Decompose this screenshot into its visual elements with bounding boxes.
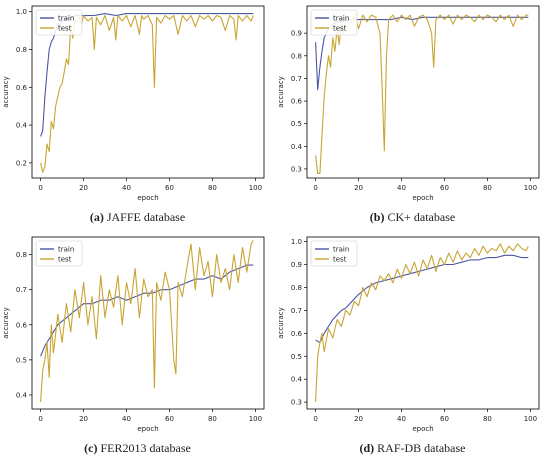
y-tick-label: 0.7 — [291, 75, 302, 83]
y-tick-label: 0.2 — [16, 159, 27, 167]
y-tick-label: 0.8 — [16, 46, 27, 54]
y-tick-label: 0.9 — [291, 30, 302, 38]
y-tick-label: 0.3 — [291, 165, 302, 173]
series-line-train — [40, 264, 254, 357]
legend-label-test: test — [333, 256, 347, 264]
y-tick-label: 0.6 — [291, 98, 303, 106]
x-tick-label: 40 — [122, 415, 131, 423]
chart-jaffe: 0 20 40 60 80 100 0.2 0.4 0.6 0.8 1.0 epoch accuracy… — [2, 5, 265, 202]
y-tick-label: 0.4 — [16, 391, 28, 399]
y-tick-label: 0.8 — [291, 284, 302, 292]
y-axis-label: accuracy — [277, 76, 285, 108]
chart-caption: (a) JAFFE database — [0, 210, 275, 225]
y-tick-label: 0.4 — [291, 376, 303, 384]
caption-label: (c) — [84, 441, 98, 455]
chart-ckplus: 0 20 40 60 80 100 0.3 0.4 0.5 0.6 0.7 0.8 0.9 epoch ac… — [277, 5, 540, 202]
series-line-train — [315, 254, 529, 344]
chart-panel-rafdb: 0 20 40 60 80 100 0.3 0.4 0.5 0.6 0.7 0.8 0.9 1.0 epoc… — [275, 231, 550, 461]
series-line-test — [40, 14, 254, 173]
x-tick-label: 20 — [79, 415, 88, 423]
caption-text: JAFFE database — [106, 210, 186, 224]
chart-caption: (d) RAF-DB database — [275, 441, 550, 456]
series-line-test — [315, 243, 529, 403]
x-tick-label: 20 — [354, 415, 363, 423]
y-tick-label: 1.0 — [16, 8, 27, 16]
x-tick-label: 100 — [249, 184, 262, 192]
chart-rafdb: 0 20 40 60 80 100 0.3 0.4 0.5 0.6 0.7 0.8 0.9 1.0 epoc… — [277, 236, 540, 433]
x-axis-label: epoch — [412, 194, 433, 202]
x-tick-label: 80 — [483, 184, 492, 192]
y-axis-label: accuracy — [277, 307, 285, 339]
caption-label: (a) — [89, 210, 104, 224]
legend-label-train: train — [58, 15, 74, 23]
x-tick-label: 80 — [208, 184, 217, 192]
legend-label-test: test — [58, 25, 72, 33]
y-tick-label: 0.6 — [16, 84, 28, 92]
y-tick-label: 0.9 — [291, 261, 302, 269]
chart-caption: (b) CK+ database — [275, 210, 550, 225]
caption-text: FER2013 database — [100, 441, 191, 455]
plot-frame — [306, 5, 540, 179]
chart-panel-ckplus: 0 20 40 60 80 100 0.3 0.4 0.5 0.6 0.7 0.8 0.9 epoch ac… — [275, 0, 550, 230]
legend-box — [35, 9, 83, 36]
legend-label-train: train — [333, 246, 349, 254]
x-tick-label: 60 — [165, 415, 174, 423]
y-tick-label: 0.7 — [16, 286, 27, 294]
y-tick-label: 0.5 — [16, 356, 27, 364]
y-tick-label: 0.6 — [291, 330, 303, 338]
chart-panel-fer2013: 0 20 40 60 80 100 0.4 0.5 0.6 0.7 0.8 epoch accuracy… — [0, 231, 275, 461]
x-tick-label: 40 — [122, 184, 131, 192]
y-tick-label: 0.8 — [291, 52, 302, 60]
y-tick-label: 0.5 — [291, 120, 302, 128]
x-tick-label: 0 — [38, 184, 42, 192]
legend-label-train: train — [333, 15, 349, 23]
chart-panel-jaffe: 0 20 40 60 80 100 0.2 0.4 0.6 0.8 1.0 epoch accuracy… — [0, 0, 275, 230]
legend-label-train: train — [58, 246, 74, 254]
y-tick-label: 0.4 — [16, 122, 28, 130]
chart-caption: (c) FER2013 database — [0, 441, 275, 456]
caption-text: CK+ database — [387, 210, 456, 224]
plot-frame — [306, 236, 540, 410]
x-axis-label: epoch — [412, 425, 433, 433]
x-tick-label: 60 — [440, 415, 449, 423]
x-tick-label: 80 — [483, 415, 492, 423]
legend-label-test: test — [333, 25, 347, 33]
chart-fer2013: 0 20 40 60 80 100 0.4 0.5 0.6 0.7 0.8 epoch accuracy… — [2, 236, 265, 433]
x-tick-label: 100 — [249, 415, 262, 423]
x-tick-label: 100 — [524, 184, 537, 192]
y-tick-label: 0.5 — [291, 353, 302, 361]
plot-frame — [31, 236, 265, 410]
x-axis-label: epoch — [137, 194, 158, 202]
legend-box — [310, 9, 358, 36]
y-axis-label: accuracy — [2, 76, 10, 108]
series-line-test — [40, 240, 254, 403]
y-axis-label: accuracy — [2, 307, 10, 339]
y-tick-label: 1.0 — [291, 238, 302, 246]
series-line-test — [315, 14, 529, 175]
legend-box — [35, 240, 83, 267]
y-tick-label: 0.7 — [291, 307, 302, 315]
x-tick-label: 20 — [79, 184, 88, 192]
caption-label: (d) — [359, 441, 375, 455]
x-tick-label: 100 — [524, 415, 537, 423]
y-tick-label: 0.3 — [291, 399, 302, 407]
y-tick-label: 0.6 — [16, 321, 28, 329]
x-tick-label: 0 — [313, 415, 317, 423]
x-tick-label: 60 — [440, 184, 449, 192]
y-tick-label: 0.8 — [16, 251, 27, 259]
caption-text: RAF-DB database — [377, 441, 466, 455]
x-tick-label: 20 — [354, 184, 363, 192]
legend-box — [310, 240, 358, 267]
x-tick-label: 0 — [313, 184, 317, 192]
x-tick-label: 80 — [208, 415, 217, 423]
x-tick-label: 0 — [38, 415, 42, 423]
x-tick-label: 40 — [397, 415, 406, 423]
legend-label-test: test — [58, 256, 72, 264]
x-tick-label: 40 — [397, 184, 406, 192]
y-tick-label: 0.4 — [291, 143, 303, 151]
caption-label: (b) — [369, 210, 385, 224]
x-tick-label: 60 — [165, 184, 174, 192]
x-axis-label: epoch — [137, 425, 158, 433]
plot-frame — [31, 5, 265, 179]
